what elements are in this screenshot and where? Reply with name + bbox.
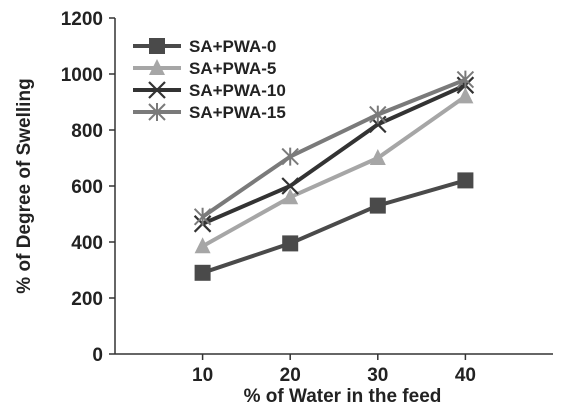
data-point	[369, 149, 386, 165]
legend-marker	[148, 103, 166, 121]
data-point	[369, 105, 387, 124]
series-line	[201, 83, 467, 226]
axes-layer: 0 200 400 600 800 1000 1200 10 20 30 40	[61, 9, 553, 386]
data-point	[194, 237, 211, 254]
legend-marker	[148, 81, 166, 99]
legend-entry: SA+PWA-15	[133, 103, 286, 122]
series-4	[193, 70, 475, 226]
data-point	[281, 147, 299, 166]
data-point	[457, 87, 474, 104]
series-line	[201, 178, 466, 275]
y-tick-label: 0	[92, 345, 103, 366]
data-point	[194, 264, 211, 281]
y-tick-label: 400	[71, 233, 103, 254]
y-tick-label: 800	[71, 121, 103, 142]
legend-marker	[149, 59, 165, 75]
data-point	[282, 235, 299, 252]
x-tick-label: 40	[455, 365, 476, 386]
data-point	[281, 177, 299, 195]
data-point	[282, 188, 299, 205]
series-2	[194, 87, 474, 254]
series-line	[201, 77, 467, 219]
legend-label: SA+PWA-15	[189, 103, 286, 122]
legend-entry: SA+PWA-10	[133, 81, 286, 100]
data-point	[369, 197, 386, 214]
data-point	[193, 207, 212, 226]
series-3	[193, 76, 475, 233]
x-axis-title: % of Water in the feed	[244, 386, 442, 407]
axis-labels-layer: % of Water in the feed % of Degree of Sw…	[14, 78, 441, 407]
y-axis-title: % of Degree of Swelling	[14, 78, 35, 293]
y-tick-label: 1200	[61, 9, 103, 30]
series-layer	[193, 70, 475, 281]
y-tick-label: 200	[71, 289, 103, 310]
data-point	[457, 172, 474, 189]
legend-marker	[149, 38, 165, 54]
x-tick-label: 10	[192, 365, 213, 386]
y-tick-label: 1000	[61, 65, 103, 86]
legend-label: SA+PWA-0	[189, 37, 276, 56]
legend-label: SA+PWA-10	[189, 81, 286, 100]
series-1	[194, 172, 474, 281]
legend-entry: SA+PWA-0	[133, 37, 276, 56]
data-point	[456, 70, 475, 89]
legend-entry: SA+PWA-5	[133, 59, 276, 78]
series-line	[201, 94, 467, 248]
x-tick-label: 30	[367, 365, 388, 386]
y-tick-label: 600	[71, 177, 103, 198]
legend-label: SA+PWA-5	[189, 59, 276, 78]
legend: SA+PWA-0 SA+PWA-5 SA+PWA-10 SA+PWA-15	[133, 37, 286, 122]
x-tick-label: 20	[280, 365, 301, 386]
